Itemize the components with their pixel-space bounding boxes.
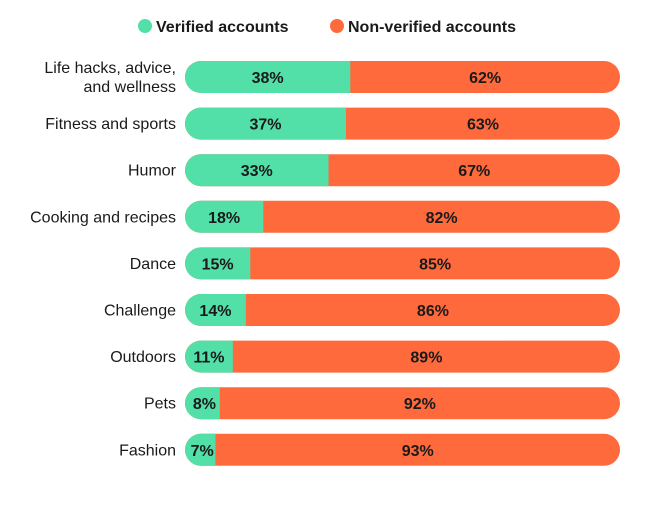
value-label-non-verified-humor: 67% bbox=[458, 163, 490, 180]
bar-verified-challenge bbox=[185, 294, 246, 326]
value-label-non-verified-dance: 85% bbox=[419, 256, 451, 273]
category-label-pets: Pets bbox=[144, 396, 176, 413]
legend-marker-non-verified-accounts bbox=[330, 19, 344, 33]
legend: Verified accounts Non-verified accounts bbox=[138, 19, 516, 36]
value-label-verified-life-hacks-advice-and-wellness: 38% bbox=[252, 70, 284, 87]
value-label-verified-pets: 8% bbox=[193, 396, 216, 413]
category-label-humor: Humor bbox=[128, 163, 177, 180]
bar-non-verified-dance bbox=[185, 247, 620, 280]
value-label-verified-cooking-and-recipes: 18% bbox=[208, 210, 240, 227]
value-label-verified-fitness-and-sports: 37% bbox=[249, 117, 281, 134]
value-label-non-verified-challenge: 86% bbox=[417, 303, 449, 320]
value-label-verified-dance: 15% bbox=[202, 256, 234, 273]
value-label-verified-challenge: 14% bbox=[199, 303, 231, 320]
value-label-non-verified-cooking-and-recipes: 82% bbox=[426, 210, 458, 227]
value-label-verified-outdoors: 11% bbox=[193, 350, 224, 367]
bar-non-verified-fashion bbox=[185, 433, 620, 466]
category-label-life-hacks-advice-and-wellness-line-1: Life hacks, advice, bbox=[44, 60, 176, 77]
category-labels: Life hacks, advice, and wellness Fitness a… bbox=[30, 60, 177, 459]
category-label-fitness-and-sports: Fitness and sports bbox=[45, 116, 176, 133]
bar-non-verified-challenge bbox=[185, 294, 620, 326]
bar-verified-pets bbox=[185, 387, 220, 420]
bars: 38% 62% 37% 63% 33% 67% 18% 82% 15% 85% 14% 86% 11% 8… bbox=[185, 61, 620, 466]
value-label-non-verified-fashion: 93% bbox=[402, 443, 434, 460]
category-label-fashion: Fashion bbox=[119, 442, 176, 459]
bar-verified-dance bbox=[185, 247, 251, 280]
bar-verified-humor bbox=[185, 154, 329, 187]
bar-verified-outdoors bbox=[185, 340, 233, 373]
bar-verified-life-hacks-advice-and-wellness bbox=[185, 61, 351, 93]
legend-marker-verified-accounts bbox=[138, 19, 152, 33]
value-label-verified-fashion: 7% bbox=[191, 443, 214, 460]
legend-label-verified-accounts: Verified accounts bbox=[156, 19, 289, 36]
bar-non-verified-cooking-and-recipes bbox=[185, 200, 620, 233]
category-label-life-hacks-advice-and-wellness-line-2: and wellness bbox=[84, 79, 177, 96]
value-label-verified-humor: 33% bbox=[241, 163, 273, 180]
legend-label-non-verified-accounts: Non-verified accounts bbox=[348, 19, 516, 36]
bar-verified-fashion bbox=[185, 433, 216, 466]
value-label-non-verified-fitness-and-sports: 63% bbox=[467, 117, 499, 134]
value-label-non-verified-outdoors: 89% bbox=[410, 350, 442, 367]
category-label-dance: Dance bbox=[130, 256, 176, 273]
bar-non-verified-outdoors bbox=[185, 340, 620, 373]
category-label-cooking-and-recipes: Cooking and recipes bbox=[30, 209, 176, 226]
category-label-challenge: Challenge bbox=[104, 303, 176, 320]
bar-non-verified-pets bbox=[185, 387, 620, 420]
bar-verified-fitness-and-sports bbox=[185, 107, 346, 140]
value-label-non-verified-pets: 92% bbox=[404, 396, 436, 413]
value-label-non-verified-life-hacks-advice-and-wellness: 62% bbox=[469, 70, 501, 87]
category-label-outdoors: Outdoors bbox=[110, 349, 176, 366]
bar-verified-cooking-and-recipes bbox=[185, 200, 264, 233]
